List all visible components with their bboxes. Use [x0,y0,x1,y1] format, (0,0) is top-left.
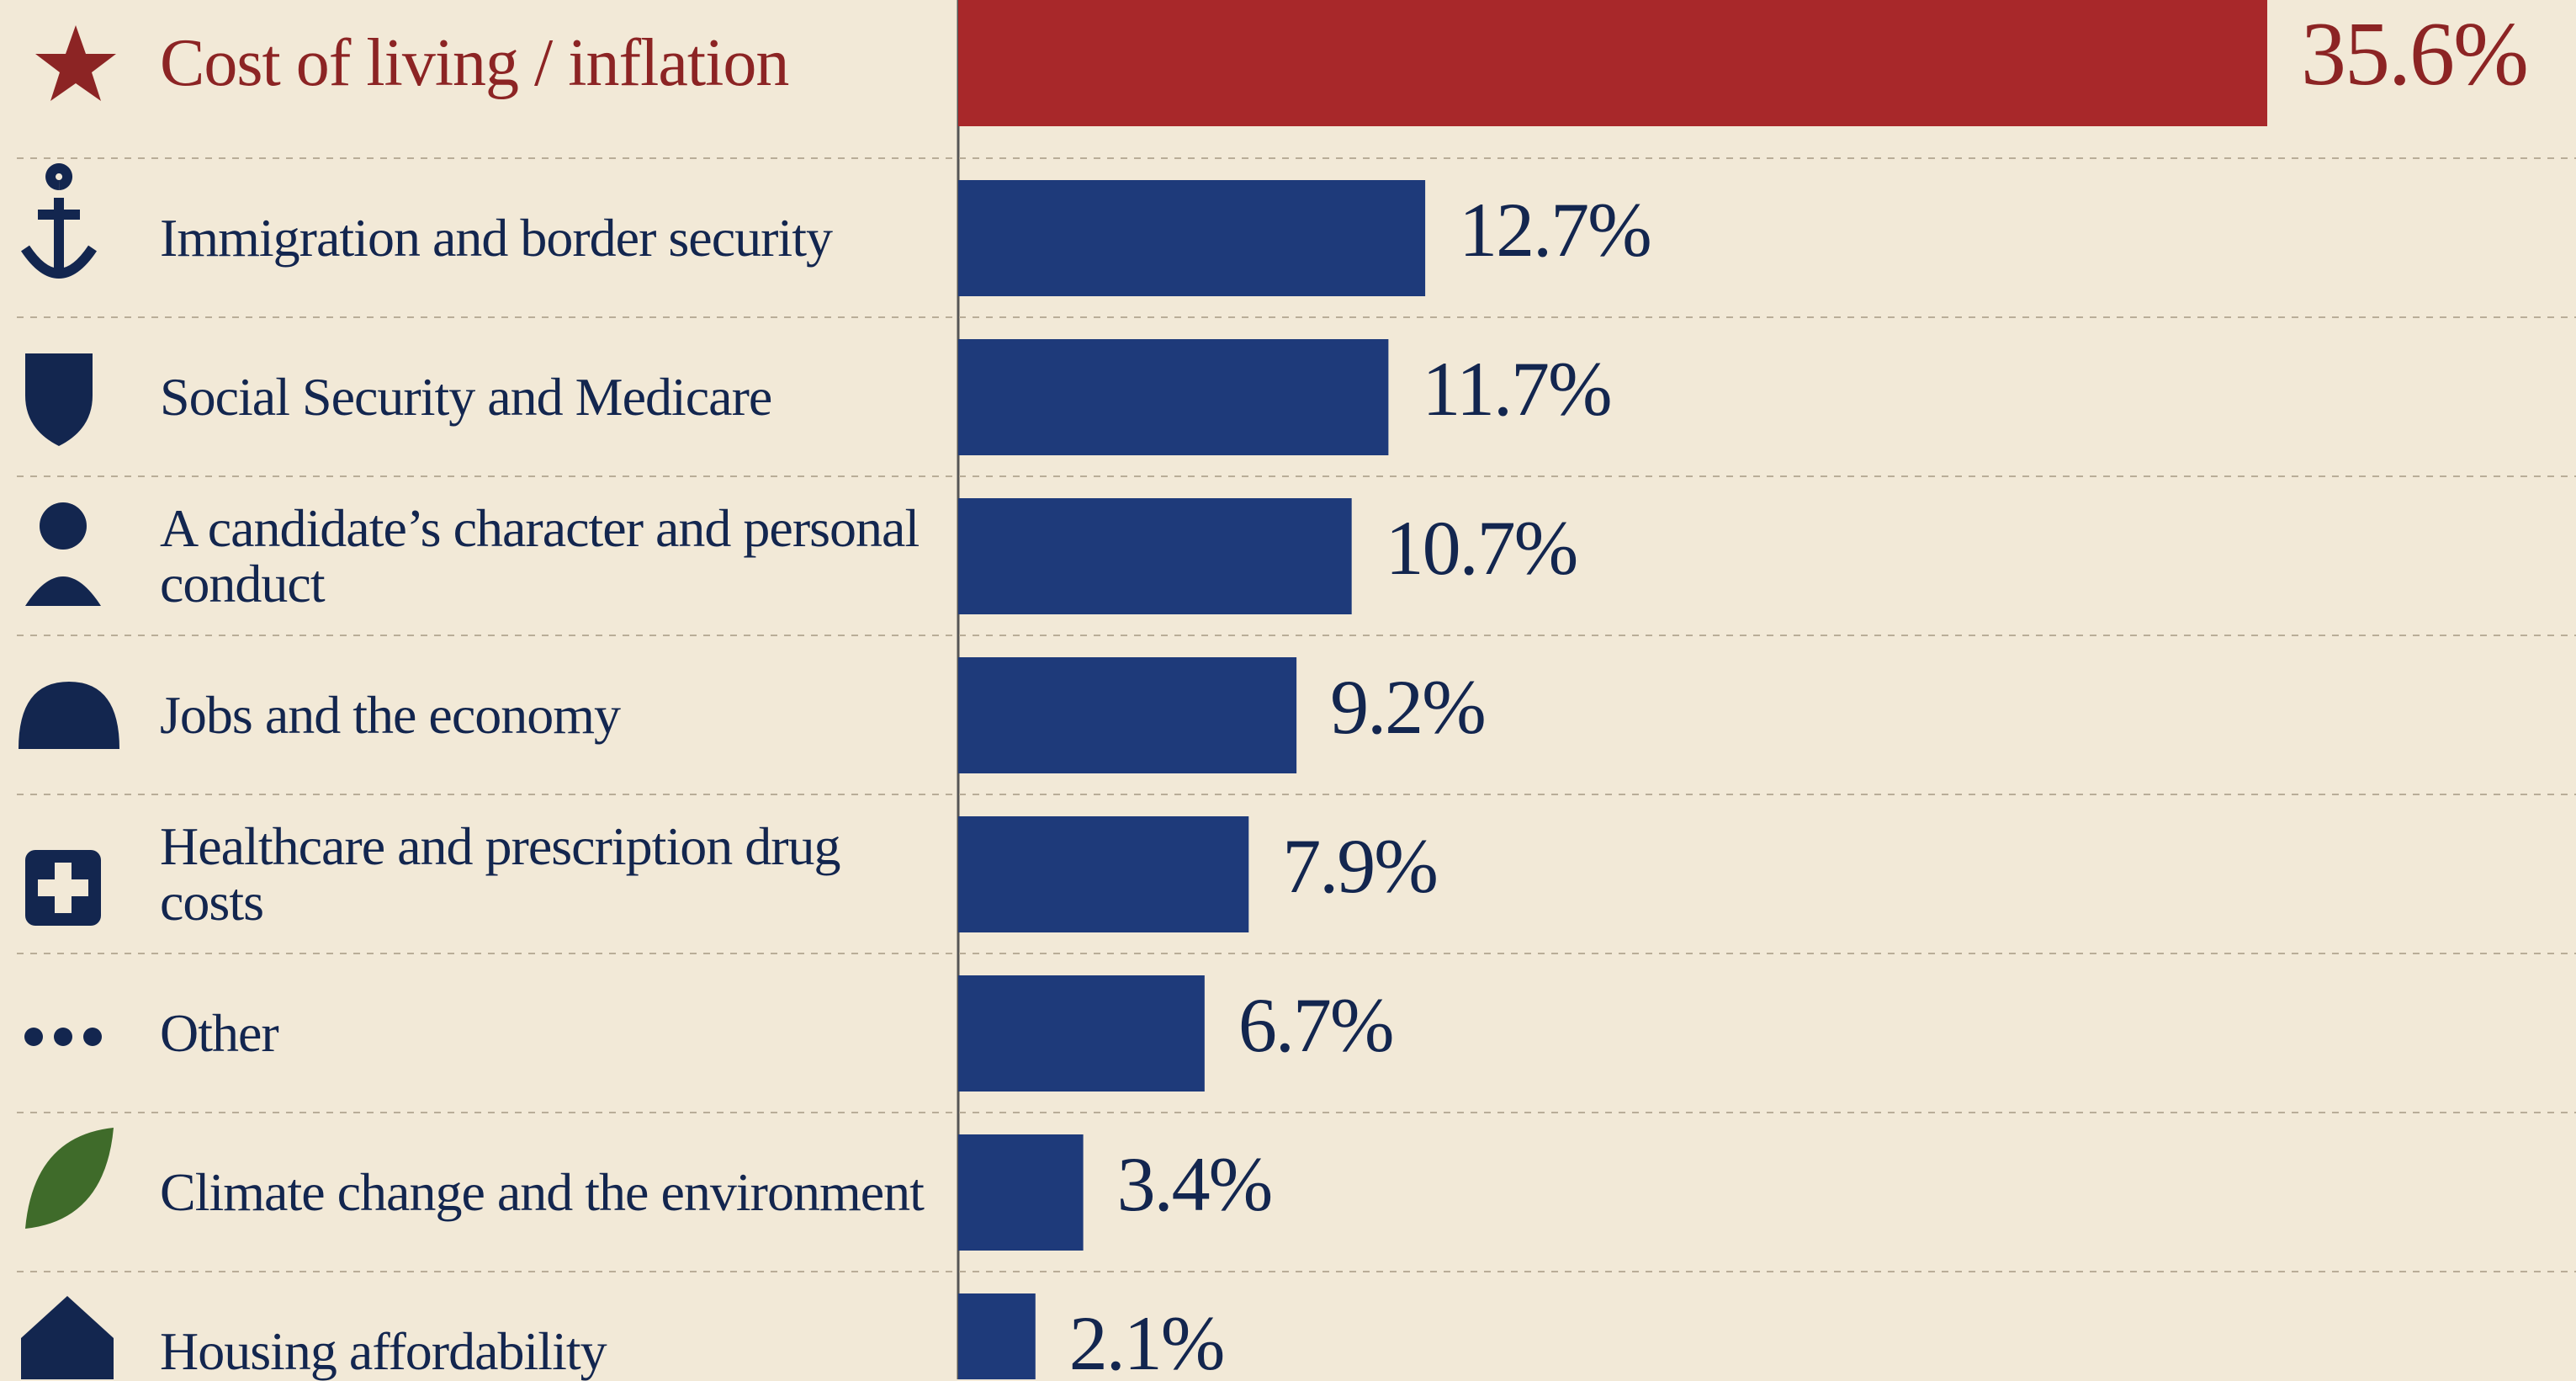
house-icon [21,1296,114,1379]
value-label: 10.7% [1386,505,1577,591]
bar [958,180,1426,296]
bar [958,657,1297,773]
value-label: 11.7% [1422,346,1610,432]
value-label: 9.2% [1330,664,1485,750]
value-label: 3.4% [1117,1141,1272,1227]
leaf-icon [25,1128,114,1229]
bar [958,0,2267,126]
person-icon [40,502,87,550]
icons [19,25,119,1379]
bar [958,1134,1084,1251]
category-label: Other [160,1003,279,1063]
bar [958,816,1249,932]
anchor-icon [21,163,97,279]
dot-icon [24,1028,43,1046]
value-label: 12.7% [1459,187,1651,273]
category-label: Immigration and border security [160,208,833,268]
category-label: Cost of living / inflation [160,26,789,100]
dot-icon [54,1028,72,1046]
person-body-icon [25,576,101,606]
category-label: Housing affordability [160,1321,607,1381]
category-label: Social Security and Medicare [160,367,772,427]
health-cross [38,879,88,896]
category-label: A candidate’s character and personal con… [160,498,920,613]
category-label: Healthcare and prescription drug costs [160,816,841,932]
shield-icon [25,353,93,446]
bar [958,1293,1036,1379]
value-label: 35.6% [2301,4,2527,104]
bar [958,975,1205,1092]
value-label: 7.9% [1282,823,1437,909]
category-label: Jobs and the economy [160,685,621,745]
star-icon [35,25,116,101]
bar [958,498,1352,614]
dot-icon [83,1028,102,1046]
category-label: Climate change and the environment [160,1162,925,1222]
value-label: 2.1% [1069,1300,1224,1379]
value-label: 6.7% [1238,982,1393,1068]
bar [958,339,1389,455]
helmet-icon [19,682,119,749]
